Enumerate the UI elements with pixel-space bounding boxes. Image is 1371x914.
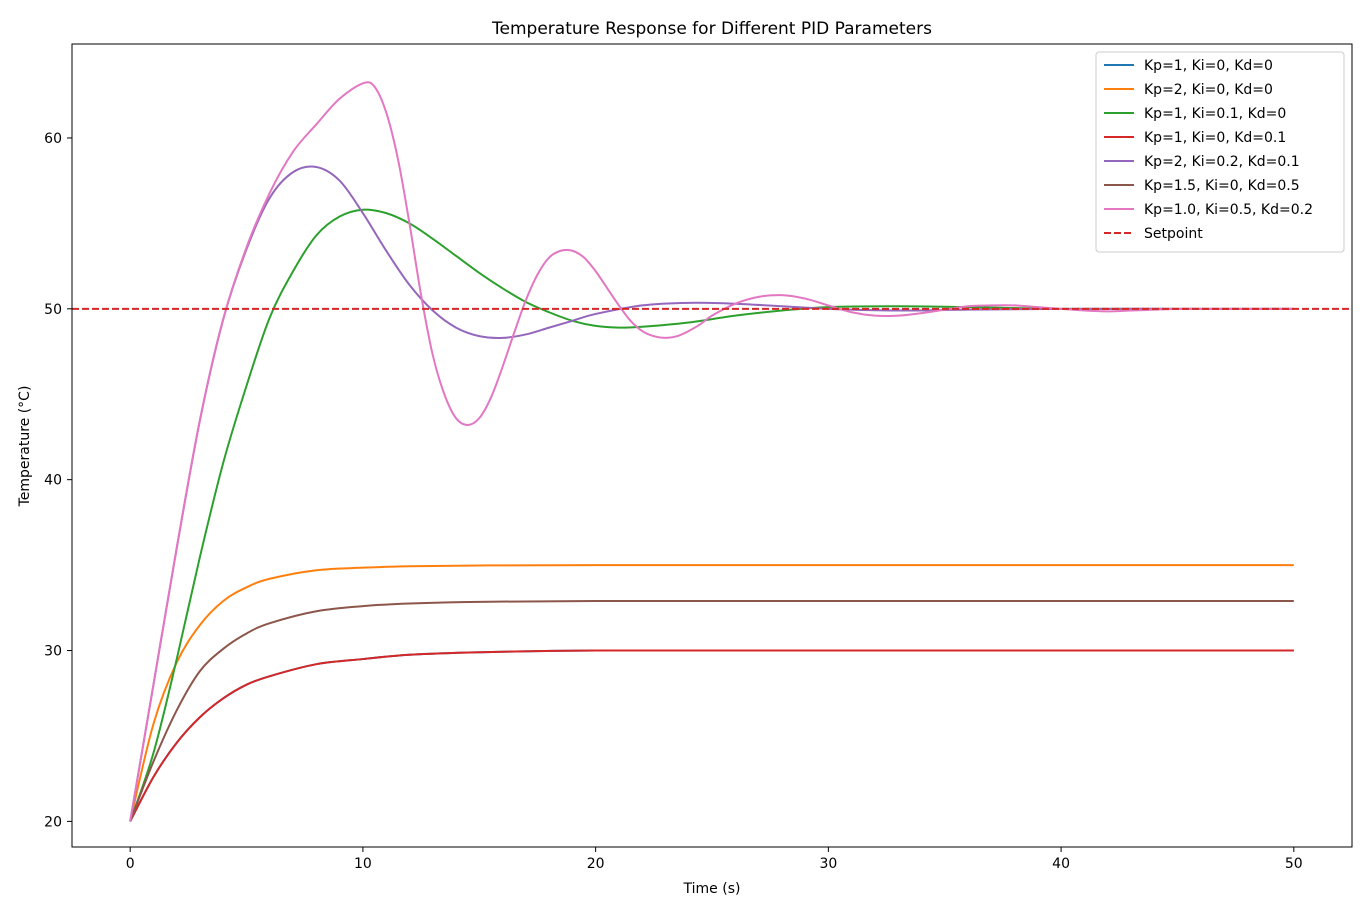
legend-label-setpoint: Setpoint xyxy=(1144,226,1203,242)
y-tick-label: 40 xyxy=(44,473,62,489)
legend-label-kp-1-0-ki-0-5-kd-0-2: Kp=1.0, Ki=0.5, Kd=0.2 xyxy=(1144,202,1313,218)
legend: Kp=1, Ki=0, Kd=0 Kp=2, Ki=0, Kd=0 Kp=1, Ki… xyxy=(1095,51,1345,253)
legend-label-kp-1-5-ki-0-kd-0-5: Kp=1.5, Ki=0, Kd=0.5 xyxy=(1144,178,1300,194)
legend-label-kp-2-ki-0-2-kd-0-1: Kp=2, Ki=0.2, Kd=0.1 xyxy=(1144,154,1300,170)
legend-label-kp-1-ki-0-kd-0: Kp=1, Ki=0, Kd=0 xyxy=(1144,58,1273,74)
legend-label-kp-2-ki-0-kd-0: Kp=2, Ki=0, Kd=0 xyxy=(1144,82,1273,98)
y-tick-label: 30 xyxy=(44,644,62,660)
y-tick-label: 60 xyxy=(44,131,62,147)
y-tick-label: 20 xyxy=(44,814,62,830)
legend-box xyxy=(1095,51,1345,253)
y-axis-label: Temperature (°C) xyxy=(17,386,33,508)
series-line-kp-1-ki-0-kd-0-1 xyxy=(129,649,1294,822)
legend-label-kp-1-ki-0-1-kd-0: Kp=1, Ki=0.1, Kd=0 xyxy=(1144,106,1286,122)
axis-ticks: 0 10 20 30 40 50 20 30 40 50 60 xyxy=(44,131,1303,872)
plot-area xyxy=(72,81,1352,822)
axes-frame xyxy=(71,43,1353,848)
x-tick-label: 20 xyxy=(587,856,605,872)
x-axis-label: Time (s) xyxy=(683,881,741,897)
y-tick-label: 50 xyxy=(44,302,62,318)
x-tick-label: 40 xyxy=(1052,856,1070,872)
series-line-kp-2-ki-0-kd-0 xyxy=(129,564,1294,822)
series-line-kp-1-ki-0-1-kd-0 xyxy=(129,208,1294,822)
series-line-kp-1-5-ki-0-kd-0-5 xyxy=(129,599,1294,822)
series-line-kp-1-0-ki-0-5-kd-0-2 xyxy=(129,81,1294,822)
legend-label-kp-1-ki-0-kd-0-1: Kp=1, Ki=0, Kd=0.1 xyxy=(1144,130,1286,146)
x-tick-label: 10 xyxy=(354,856,372,872)
x-tick-label: 30 xyxy=(819,856,837,872)
chart-title: Temperature Response for Different PID P… xyxy=(491,19,932,39)
x-tick-label: 50 xyxy=(1285,856,1303,872)
x-tick-label: 0 xyxy=(126,856,135,872)
